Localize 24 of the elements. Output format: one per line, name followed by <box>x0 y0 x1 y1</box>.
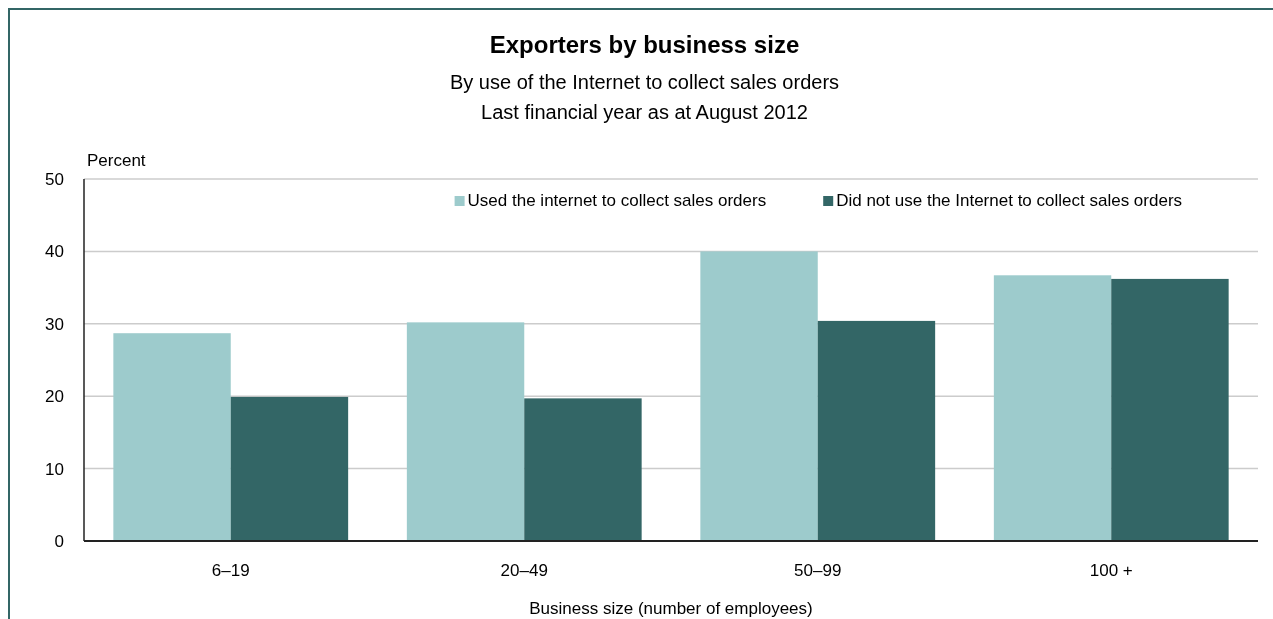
chart-subtitle: By use of the Internet to collect sales orders Last financial year as at August 2012 <box>449 71 840 123</box>
y-axis-title: Percent <box>87 151 146 170</box>
legend-label: Used the internet to collect sales orders <box>467 191 767 210</box>
y-tick-label: 0 <box>54 531 64 551</box>
x-tick-label: 50–99 <box>794 561 842 580</box>
x-axis-title: Business size (number of employees) <box>529 599 813 618</box>
bar <box>1111 278 1229 541</box>
y-tick-label: 20 <box>45 387 64 407</box>
bar <box>113 333 231 541</box>
y-tick-label: 10 <box>45 459 64 479</box>
y-tick-label: 40 <box>45 242 64 262</box>
bar <box>406 322 525 541</box>
bar <box>700 251 818 541</box>
bar <box>817 320 936 541</box>
y-tick-label: 30 <box>45 314 64 334</box>
bar <box>230 396 349 541</box>
legend-label: Did not use the Internet to collect sales orders <box>836 191 1183 210</box>
x-tick-label: 100 + <box>1089 561 1133 580</box>
x-tick-label: 6–19 <box>211 561 250 580</box>
y-tick-label: 50 <box>45 169 64 189</box>
bar <box>524 398 642 541</box>
chart-title: Exporters by business size <box>489 31 800 58</box>
x-tick-label: 20–49 <box>500 561 548 580</box>
bar <box>993 275 1112 541</box>
